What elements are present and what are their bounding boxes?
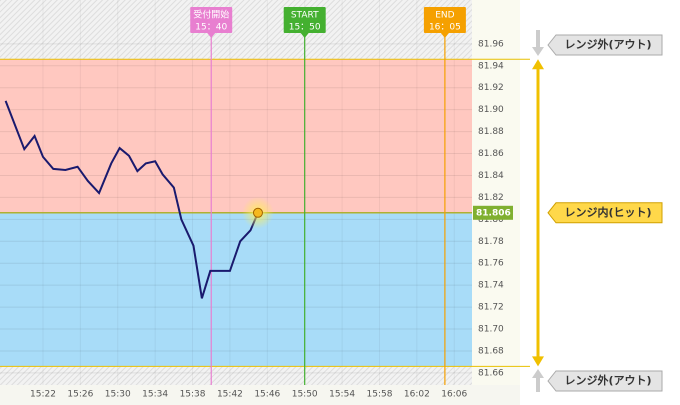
current-label: 81.806 <box>476 208 511 218</box>
y-tick-label: 81.74 <box>478 281 504 291</box>
current-tag <box>473 205 513 220</box>
x-tick-label: 15:22 <box>30 390 56 400</box>
y-tick-label: 81.90 <box>478 105 504 115</box>
y-tick-label: 81.66 <box>478 368 504 378</box>
x-tick-label: 15:58 <box>367 390 393 400</box>
marker-label: 受付開始 15：40 <box>190 7 233 38</box>
y-tick-label: 81.94 <box>478 61 504 71</box>
x-tick-label: 15:54 <box>329 390 355 400</box>
upper-band <box>0 59 472 213</box>
marker-time: 16：05 <box>429 23 461 33</box>
out-arrow <box>532 369 544 392</box>
annotations: レンジ外(アウト) レンジ内(ヒット) レンジ外(アウト) <box>532 30 663 392</box>
annotation-box <box>547 34 663 56</box>
annotation-label: レンジ外(アウト) <box>564 37 651 51</box>
annotation-label: レンジ内(ヒット) <box>564 205 651 219</box>
y-tick-label: 81.76 <box>478 259 504 269</box>
axis-background <box>472 0 520 385</box>
x-tick-label: 15:46 <box>254 390 280 400</box>
x-tick-label: 15:26 <box>67 390 93 400</box>
x-axis-background <box>0 385 520 405</box>
x-tick-label: 15:38 <box>180 390 206 400</box>
x-tick-label: 15:50 <box>292 390 318 400</box>
marker-title: END <box>435 11 454 21</box>
marker-title: 受付開始 <box>193 9 229 21</box>
y-tick-label: 81.78 <box>478 237 504 247</box>
marker-pointer <box>440 33 449 38</box>
x-tick-label: 15:34 <box>142 390 168 400</box>
x-tick-label: 16:06 <box>441 390 467 400</box>
y-tick-label: 81.72 <box>478 303 504 313</box>
marker-label: END 16：05 <box>423 7 466 38</box>
marker-title: START <box>291 11 319 21</box>
marker-pointer <box>207 33 216 38</box>
y-tick-label: 81.96 <box>478 39 504 49</box>
annotation-box <box>547 370 663 392</box>
y-tick-label: 81.92 <box>478 83 504 93</box>
x-tick-label: 15:30 <box>105 390 131 400</box>
y-tick-label: 81.88 <box>478 127 504 137</box>
y-tick-label: 81.84 <box>478 171 504 181</box>
marker-box <box>423 7 466 33</box>
y-tick-label: 81.80 <box>478 215 504 225</box>
price-line <box>4 100 259 299</box>
out-arrow <box>532 30 544 56</box>
marker-box <box>283 7 326 33</box>
x-tick-label: 15:42 <box>217 390 243 400</box>
current-point <box>252 207 263 218</box>
y-tick-label: 81.68 <box>478 346 504 356</box>
lower-band <box>0 212 472 367</box>
marker-label: START 15：50 <box>283 7 326 38</box>
marker-time: 15：40 <box>195 23 227 33</box>
marker-time: 15：50 <box>289 23 321 33</box>
y-tick-label: 81.70 <box>478 325 504 335</box>
y-tick-label: 81.82 <box>478 193 504 203</box>
x-tick-label: 16:02 <box>404 390 430 400</box>
annotation-label: レンジ外(アウト) <box>564 373 651 387</box>
annotation-box <box>547 202 663 224</box>
y-tick-label: 81.86 <box>478 149 504 159</box>
marker-box <box>190 7 233 33</box>
marker-pointer <box>300 33 309 38</box>
